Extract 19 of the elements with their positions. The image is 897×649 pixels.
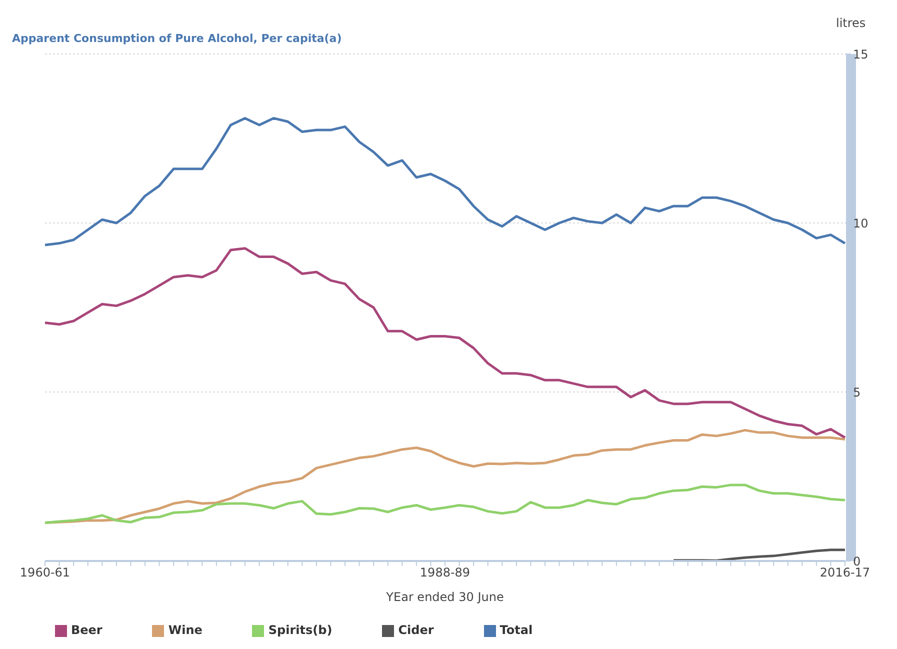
- x-axis-title: YEar ended 30 June: [385, 590, 504, 604]
- x-tick-label: 1960-61: [20, 566, 70, 580]
- y-tick-label: 10: [853, 216, 868, 230]
- legend-label: Wine: [168, 623, 202, 637]
- line-series: [672, 548, 846, 561]
- x-tick-label: 1988-89: [420, 566, 470, 580]
- x-tick-label: 2016-17: [820, 566, 870, 580]
- legend-label: Spirits(b): [268, 623, 332, 637]
- legend-label: Cider: [398, 623, 434, 637]
- line-series: [44, 116, 846, 246]
- y-tick-label: 0: [853, 554, 861, 568]
- legend-label: Beer: [71, 623, 102, 637]
- y-tick-label: 5: [853, 385, 861, 400]
- chart-title: Apparent Consumption of Pure Alcohol, Per capita(a): [12, 32, 342, 45]
- legend-label: Total: [500, 623, 533, 637]
- y-tick-label: 15: [853, 47, 868, 62]
- line-series: [44, 484, 846, 524]
- y-axis-title: litres: [836, 16, 866, 30]
- line-series: [44, 247, 846, 439]
